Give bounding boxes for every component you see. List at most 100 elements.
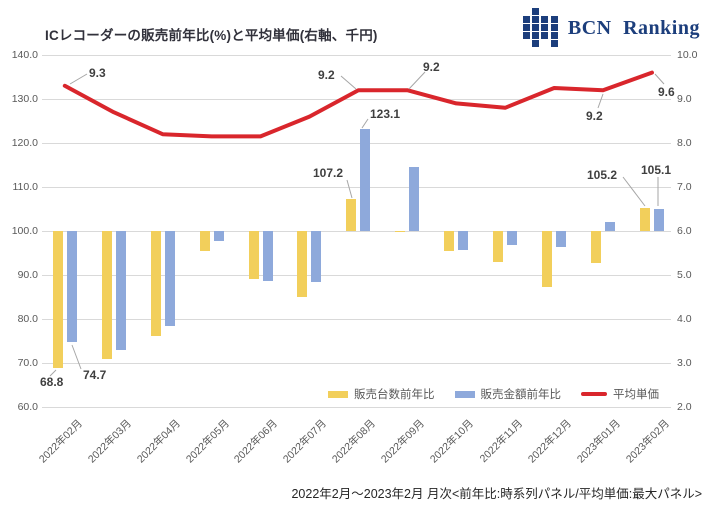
units-yoy-bar [297, 231, 308, 297]
legend-item: 販売台数前年比 [328, 386, 435, 402]
units-yoy-bar [150, 231, 161, 336]
data-label: 9.2 [318, 68, 335, 82]
data-label: 123.1 [370, 107, 401, 121]
amount-yoy-bar [262, 231, 273, 282]
bcn-ranking-logo: BCN Ranking [522, 8, 700, 48]
gridline [42, 187, 671, 188]
gridline [42, 231, 671, 232]
x-axis-month-label: 2022年03月 [85, 417, 134, 466]
gridline [42, 363, 671, 364]
right-axis-tick: 4.0 [677, 313, 692, 325]
x-axis-month-label: 2022年06月 [232, 417, 281, 466]
data-label: 9.6 [658, 85, 675, 99]
legend-line-swatch-icon [581, 392, 607, 396]
amount-yoy-bar [360, 129, 371, 231]
legend-bar-swatch-icon [328, 390, 348, 398]
left-axis-tick: 140.0 [11, 49, 38, 61]
legend-item: 販売金額前年比 [454, 386, 562, 402]
left-axis-tick: 110.0 [12, 181, 39, 193]
amount-yoy-bar [556, 231, 567, 248]
right-axis-tick: 5.0 [677, 269, 692, 281]
legend: 販売台数前年比 販売金額前年比 平均単価 [328, 386, 659, 402]
right-axis-tick: 6.0 [677, 225, 692, 237]
label-leader-line [597, 93, 604, 109]
logo-square [550, 32, 558, 39]
data-label: 68.8 [40, 375, 64, 389]
bcn-logo-text: BCN Ranking [567, 16, 700, 39]
label-leader-line [346, 179, 353, 199]
legend-item: 平均単価 [581, 386, 659, 402]
units-yoy-bar [346, 199, 357, 231]
x-axis-month-label: 2022年04月 [134, 417, 183, 466]
x-axis-month-label: 2022年10月 [428, 417, 477, 466]
right-axis-tick: 2.0 [677, 401, 692, 413]
logo-square [532, 16, 540, 23]
logo-square [550, 40, 558, 47]
amount-yoy-bar [213, 231, 224, 242]
units-yoy-bar [199, 231, 210, 251]
logo-square [532, 40, 540, 47]
data-label: 9.2 [423, 60, 440, 74]
average-price-line [62, 70, 654, 139]
amount-yoy-bar [311, 231, 322, 282]
chart-title: ICレコーダーの販売前年比(%)と平均単価(右軸、千円) [45, 28, 378, 43]
amount-yoy-bar [409, 167, 420, 231]
units-yoy-bar [542, 231, 553, 288]
units-yoy-bar [52, 231, 63, 369]
gridline [42, 143, 671, 144]
legend-label: 平均単価 [613, 389, 659, 401]
gridline [42, 319, 671, 320]
x-axis-month-label: 2023年01月 [574, 417, 623, 466]
data-label: 107.2 [313, 166, 344, 180]
amount-yoy-bar [507, 231, 518, 246]
left-axis-tick: 120.0 [11, 137, 38, 149]
data-label: 9.2 [586, 109, 603, 123]
gridline [42, 275, 671, 276]
logo-square [522, 24, 530, 31]
amount-yoy-bar [66, 231, 77, 343]
legend-label: 販売台数前年比 [354, 389, 435, 401]
label-leader-line [71, 344, 82, 370]
units-yoy-bar [395, 231, 406, 232]
x-axis-month-label: 2022年08月 [330, 417, 379, 466]
x-axis-month-label: 2022年11月 [477, 417, 526, 465]
right-axis-tick: 7.0 [677, 181, 692, 193]
right-axis-tick: 8.0 [677, 137, 692, 149]
units-yoy-bar [101, 231, 112, 360]
logo-square [541, 32, 549, 39]
amount-yoy-bar [164, 231, 175, 327]
units-yoy-bar [248, 231, 259, 279]
logo-square [541, 24, 549, 31]
label-leader-line [654, 73, 665, 85]
gridline [42, 407, 671, 408]
amount-yoy-bar [653, 208, 664, 231]
x-axis-month-label: 2023年02月 [623, 417, 672, 466]
legend-label: 販売金額前年比 [480, 389, 562, 401]
label-leader-line [69, 73, 88, 85]
x-axis-month-label: 2022年12月 [525, 417, 575, 466]
legend-bar-swatch-icon [454, 390, 475, 398]
x-axis-month-label: 2022年09月 [379, 417, 428, 466]
logo-square [532, 32, 540, 39]
gridline [42, 55, 671, 56]
left-axis-tick: 90.0 [17, 269, 38, 281]
x-axis-month-label: 2022年05月 [183, 417, 232, 466]
units-yoy-bar [591, 231, 602, 264]
right-axis-tick: 9.0 [677, 93, 692, 105]
logo-square [532, 8, 540, 15]
x-axis-month-label: 2022年02月 [36, 417, 85, 466]
left-axis-tick: 80.0 [17, 313, 38, 325]
label-leader-line [361, 118, 369, 129]
source-caption: 2022年2月〜2023年2月 月次<前年比:時系列パネル/平均単価:最大パネル… [291, 487, 702, 501]
data-label: 9.3 [89, 66, 106, 80]
amount-yoy-bar [458, 231, 469, 250]
right-axis-tick: 3.0 [677, 357, 692, 369]
data-label: 74.7 [83, 368, 107, 382]
x-axis-month-label: 2022年07月 [281, 417, 330, 466]
amount-yoy-bar [115, 231, 126, 351]
logo-square [522, 32, 530, 39]
logo-square [550, 16, 558, 23]
data-label: 105.2 [587, 168, 618, 182]
left-axis-tick: 60.0 [17, 401, 38, 413]
label-leader-line [408, 71, 426, 90]
